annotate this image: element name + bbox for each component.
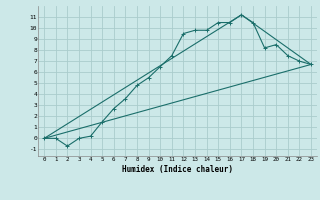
X-axis label: Humidex (Indice chaleur): Humidex (Indice chaleur) — [122, 165, 233, 174]
